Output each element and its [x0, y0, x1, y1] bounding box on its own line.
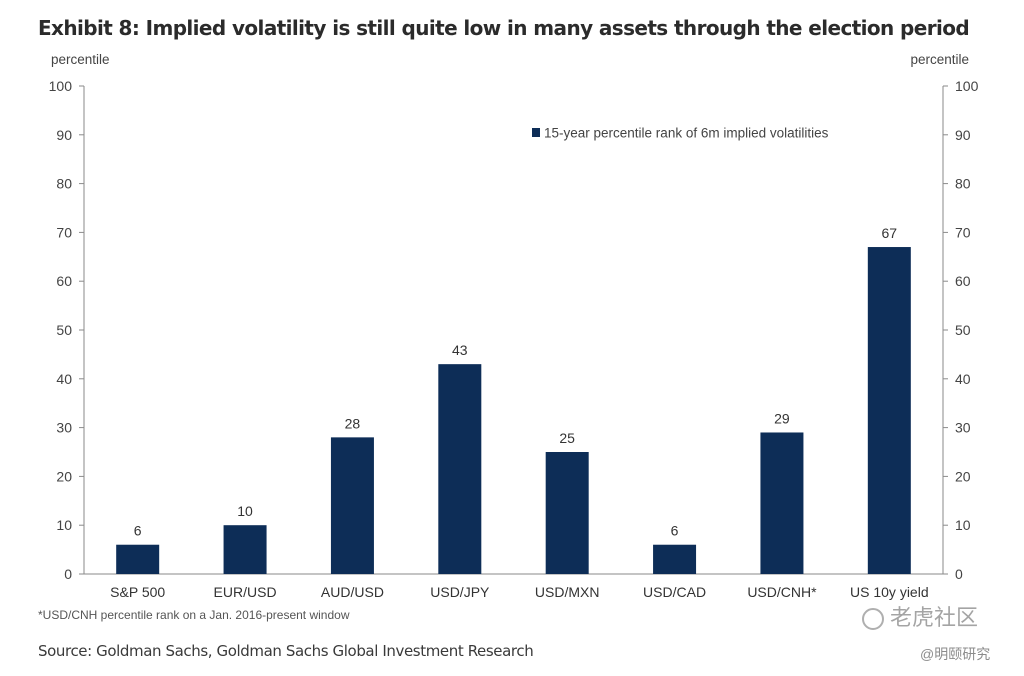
- left-tick-label: 70: [56, 224, 72, 240]
- bar: [867, 247, 911, 575]
- legend-swatch: [532, 128, 540, 137]
- bar: [116, 544, 160, 574]
- right-tick-label: 40: [955, 371, 971, 387]
- bar-value-label: 10: [237, 503, 253, 519]
- left-tick-label: 10: [56, 517, 72, 533]
- chart-title: Exhibit 8: Implied volatility is still q…: [38, 16, 970, 40]
- left-tick-label: 50: [56, 322, 72, 338]
- chart-labels: 6 S&P 500 10 EUR/USD 28 AUD/USD 43 USD/JPY 25 USD…: [110, 225, 928, 600]
- right-tick-label: 20: [955, 468, 971, 484]
- left-tick-label: 60: [56, 273, 72, 289]
- watermark-primary-text: 老虎社区: [890, 605, 979, 630]
- bar-value-label: 25: [559, 430, 575, 446]
- left-tick-label: 30: [56, 420, 72, 436]
- source-note: Source: Goldman Sachs, Goldman Sachs Glo…: [38, 642, 534, 660]
- category-label: USD/CAD: [643, 584, 706, 600]
- right-tick-label: 10: [955, 517, 971, 533]
- footnote: *USD/CNH percentile rank on a Jan. 2016-…: [38, 608, 350, 622]
- right-tick-label: 0: [955, 566, 963, 582]
- bar-value-label: 29: [774, 410, 790, 426]
- bar: [223, 525, 267, 574]
- category-label: USD/CNH*: [747, 584, 817, 600]
- category-label: AUD/USD: [321, 584, 384, 600]
- bar-value-label: 67: [882, 225, 898, 241]
- left-tick-label: 100: [49, 78, 73, 94]
- chart-legend: 15-year percentile rank of 6m implied vo…: [532, 126, 829, 141]
- left-tick-label: 80: [56, 176, 72, 192]
- bar: [330, 437, 374, 574]
- bar: [653, 544, 697, 574]
- bar: [760, 432, 804, 574]
- bar: [545, 452, 589, 574]
- left-tick-label: 40: [56, 371, 72, 387]
- right-tick-label: 100: [955, 78, 979, 94]
- right-axis-unit-label: percentile: [910, 52, 969, 67]
- legend-label: 15-year percentile rank of 6m implied vo…: [544, 126, 829, 141]
- category-label: S&P 500: [110, 584, 165, 600]
- left-tick-label: 90: [56, 127, 72, 143]
- watermark-circle-icon: [862, 608, 884, 630]
- right-tick-label: 60: [955, 273, 971, 289]
- chart-bars: [116, 247, 911, 575]
- left-axis-unit-label: percentile: [51, 52, 110, 67]
- bar-value-label: 6: [134, 523, 142, 539]
- category-label: USD/JPY: [430, 584, 490, 600]
- left-tick-label: 20: [56, 468, 72, 484]
- watermark-logo: 老虎社区: [862, 600, 978, 632]
- category-label: US 10y yield: [850, 584, 929, 600]
- right-tick-label: 90: [955, 127, 971, 143]
- category-label: EUR/USD: [214, 584, 277, 600]
- left-tick-label: 0: [64, 566, 72, 582]
- bar: [438, 364, 482, 574]
- watermark-handle: @明颐研究: [920, 646, 991, 662]
- right-tick-label: 50: [955, 322, 971, 338]
- bar-value-label: 6: [671, 523, 679, 539]
- right-tick-label: 80: [955, 176, 971, 192]
- bar-value-label: 28: [345, 415, 361, 431]
- chart-axes: 0 0 10 10 20 20 30 30 40 40 50 50 60 60 70 70 80 80 90 90 10…: [49, 78, 979, 582]
- right-tick-label: 70: [955, 224, 971, 240]
- bar-value-label: 43: [452, 342, 468, 358]
- right-tick-label: 30: [955, 420, 971, 436]
- category-label: USD/MXN: [535, 584, 600, 600]
